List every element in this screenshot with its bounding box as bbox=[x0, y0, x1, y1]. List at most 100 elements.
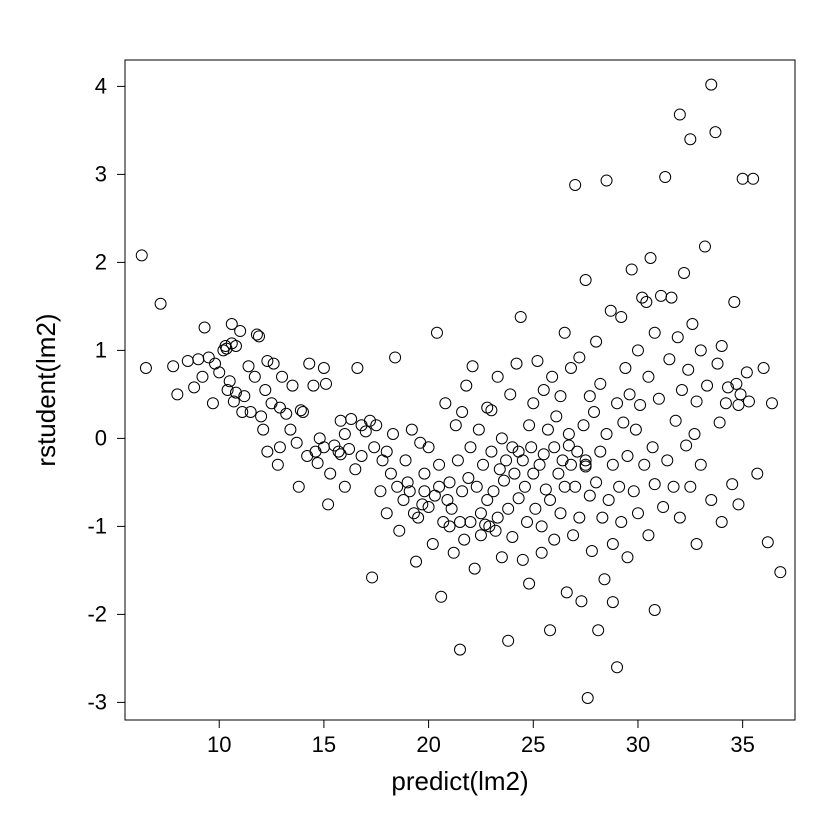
scatter-point bbox=[155, 298, 166, 309]
scatter-point bbox=[720, 398, 731, 409]
scatter-point bbox=[538, 385, 549, 396]
scatter-point bbox=[323, 499, 334, 510]
scatter-point bbox=[758, 363, 769, 374]
scatter-point bbox=[664, 354, 675, 365]
y-tick-label: 4 bbox=[95, 73, 107, 98]
scatter-point bbox=[281, 408, 292, 419]
scatter-point bbox=[601, 429, 612, 440]
scatter-point bbox=[486, 446, 497, 457]
scatter-point bbox=[467, 361, 478, 372]
scatter-point bbox=[400, 455, 411, 466]
y-tick-label: 2 bbox=[95, 249, 107, 274]
scatter-point bbox=[475, 508, 486, 519]
scatter-point bbox=[658, 502, 669, 513]
scatter-point bbox=[643, 530, 654, 541]
scatter-point bbox=[440, 398, 451, 409]
scatter-point bbox=[496, 552, 507, 563]
scatter-point bbox=[302, 451, 313, 462]
scatter-point bbox=[522, 517, 533, 528]
scatter-point bbox=[580, 275, 591, 286]
scatter-point bbox=[603, 495, 614, 506]
scatter-point bbox=[262, 355, 273, 366]
scatter-point bbox=[517, 455, 528, 466]
scatter-point bbox=[308, 380, 319, 391]
scatter-point bbox=[475, 530, 486, 541]
scatter-point bbox=[314, 433, 325, 444]
scatter-point bbox=[140, 363, 151, 374]
scatter-point bbox=[572, 446, 583, 457]
scatter-point bbox=[471, 481, 482, 492]
scatter-point bbox=[461, 380, 472, 391]
scatter-point bbox=[584, 490, 595, 501]
scatter-point bbox=[277, 371, 288, 382]
scatter-point bbox=[513, 493, 524, 504]
scatter-point bbox=[360, 426, 371, 437]
scatter-point bbox=[197, 371, 208, 382]
scatter-point bbox=[415, 437, 426, 448]
scatter-point bbox=[505, 389, 516, 400]
scatter-point bbox=[406, 424, 417, 435]
scatter-point bbox=[710, 127, 721, 138]
scatter-point bbox=[597, 512, 608, 523]
scatter-point bbox=[737, 173, 748, 184]
scatter-point bbox=[549, 534, 560, 545]
scatter-point bbox=[591, 477, 602, 488]
scatter-point bbox=[534, 459, 545, 470]
scatter-point bbox=[526, 442, 537, 453]
x-tick-label: 30 bbox=[626, 732, 650, 757]
scatter-point bbox=[553, 468, 564, 479]
scatter-point bbox=[429, 490, 440, 501]
scatter-point bbox=[258, 424, 269, 435]
scatter-point bbox=[312, 458, 323, 469]
scatter-point bbox=[356, 420, 367, 431]
scatter-point bbox=[293, 481, 304, 492]
scatter-point bbox=[670, 415, 681, 426]
scatter-point bbox=[549, 442, 560, 453]
scatter-point bbox=[214, 367, 225, 378]
scatter-point bbox=[417, 499, 428, 510]
scatter-point bbox=[616, 517, 627, 528]
scatter-point bbox=[538, 449, 549, 460]
x-tick-label: 10 bbox=[207, 732, 231, 757]
scatter-point bbox=[501, 455, 512, 466]
scatter-point bbox=[503, 635, 514, 646]
scatter-point bbox=[656, 290, 667, 301]
scatter-point bbox=[243, 361, 254, 372]
scatter-point bbox=[423, 502, 434, 513]
scatter-point bbox=[427, 539, 438, 550]
scatter-point bbox=[565, 363, 576, 374]
scatter-point bbox=[666, 292, 677, 303]
scatter-point bbox=[752, 468, 763, 479]
scatter-point bbox=[450, 420, 461, 431]
scatter-point bbox=[478, 459, 489, 470]
x-tick-label: 20 bbox=[416, 732, 440, 757]
scatter-point bbox=[559, 481, 570, 492]
scatter-point bbox=[574, 512, 585, 523]
scatter-point bbox=[344, 443, 355, 454]
scatter-point bbox=[524, 578, 535, 589]
scatter-point bbox=[748, 173, 759, 184]
scatter-point bbox=[542, 424, 553, 435]
scatter-point bbox=[528, 398, 539, 409]
scatter-chart: 101520253035-3-2-101234predict(lm2)rstud… bbox=[0, 0, 840, 840]
scatter-point bbox=[507, 531, 518, 542]
scatter-point bbox=[618, 417, 629, 428]
scatter-point bbox=[235, 326, 246, 337]
scatter-point bbox=[530, 503, 541, 514]
scatter-point bbox=[517, 554, 528, 565]
scatter-point bbox=[555, 508, 566, 519]
scatter-point bbox=[695, 345, 706, 356]
scatter-point bbox=[431, 327, 442, 338]
scatter-point bbox=[626, 264, 637, 275]
scatter-point bbox=[716, 341, 727, 352]
scatter-point bbox=[455, 644, 466, 655]
scatter-point bbox=[570, 481, 581, 492]
scatter-point bbox=[616, 311, 627, 322]
scatter-point bbox=[455, 517, 466, 528]
scatter-point bbox=[706, 495, 717, 506]
scatter-point bbox=[647, 442, 658, 453]
scatter-point bbox=[496, 433, 507, 444]
scatter-point bbox=[672, 332, 683, 343]
scatter-point bbox=[545, 495, 556, 506]
scatter-point bbox=[641, 297, 652, 308]
